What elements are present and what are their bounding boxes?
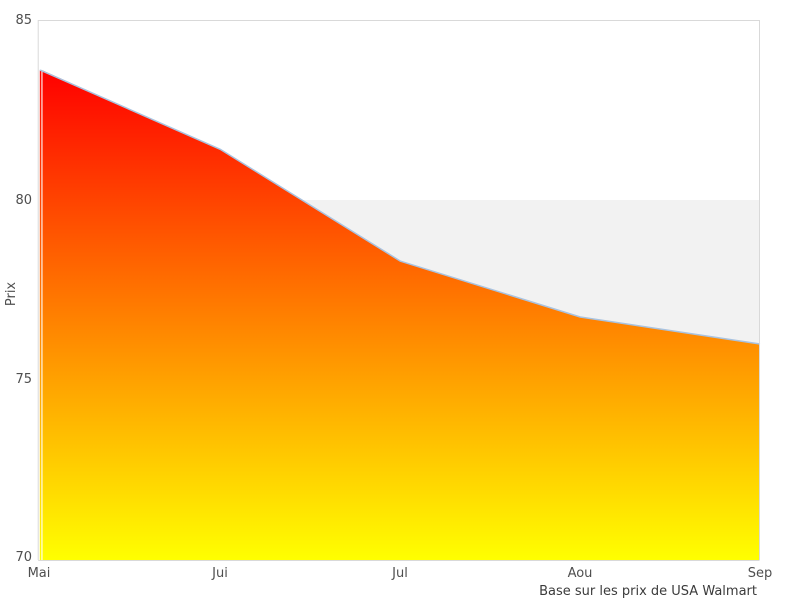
plot-area	[37, 20, 761, 561]
y-tick-75: 75	[15, 372, 32, 387]
x-tick-aou: Aou	[568, 566, 593, 581]
source-caption: Base sur les prix de USA Walmart	[539, 584, 757, 599]
x-tick-mai: Mai	[28, 566, 51, 581]
y-axis-title: Prix	[4, 282, 19, 307]
y-tick-70: 70	[15, 550, 32, 565]
y-tick-85: 85	[15, 13, 32, 28]
x-tick-sep: Sep	[748, 566, 773, 581]
y-tick-80: 80	[15, 193, 32, 208]
x-tick-jul: Jul	[391, 566, 408, 581]
x-tick-jui: Jui	[211, 566, 228, 581]
